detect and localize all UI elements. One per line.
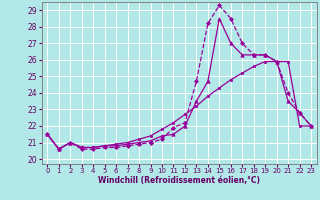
X-axis label: Windchill (Refroidissement éolien,°C): Windchill (Refroidissement éolien,°C) bbox=[98, 176, 260, 185]
